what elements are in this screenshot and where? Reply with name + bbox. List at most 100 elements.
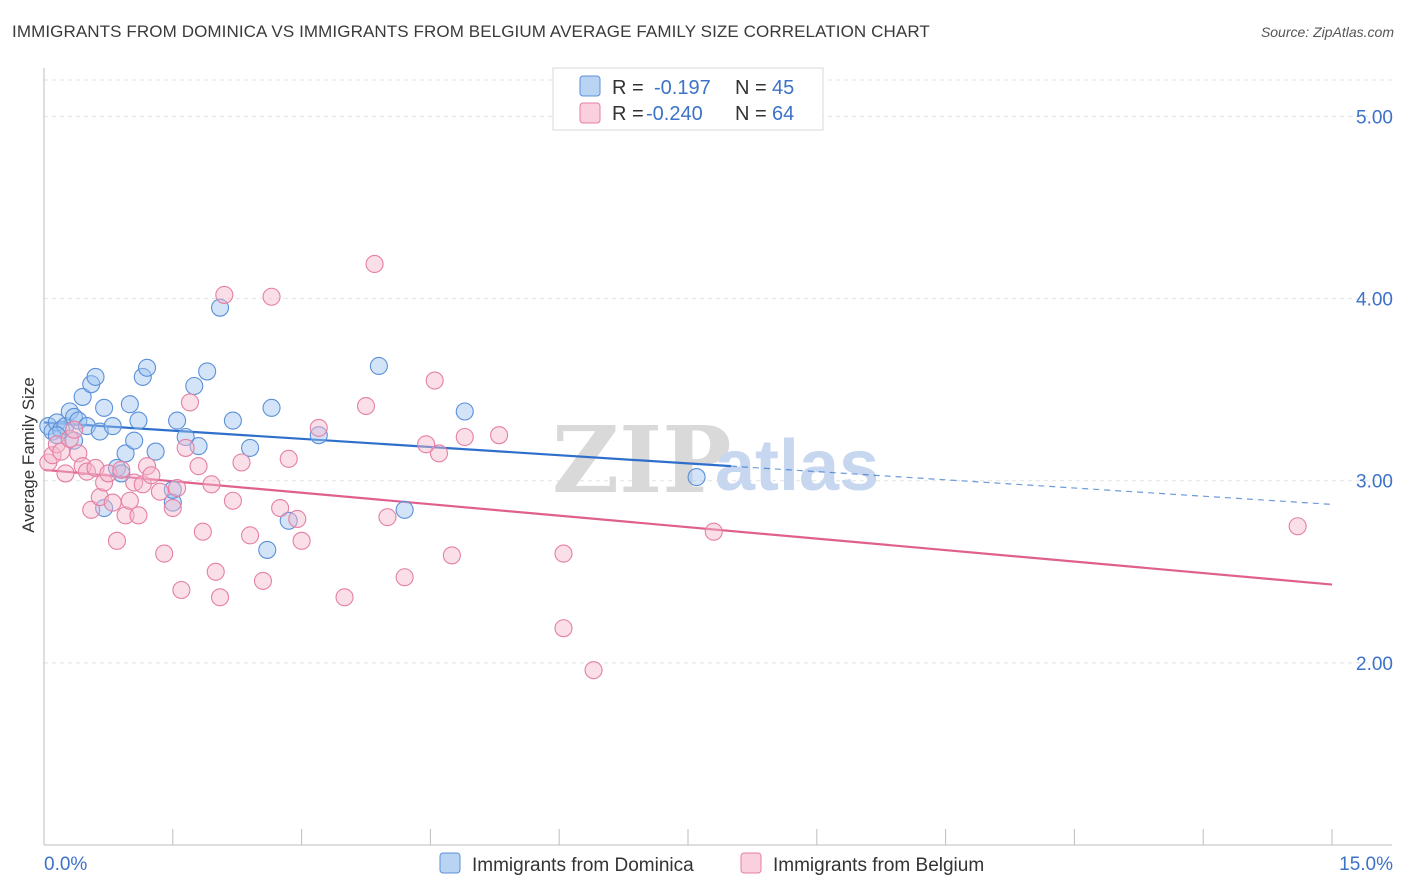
legend-n-label-2: N =	[735, 103, 767, 125]
point-dominica	[163, 493, 182, 512]
point-belgium	[253, 571, 273, 590]
y-tick-label: 5.00	[1356, 107, 1393, 128]
bottom-legend: Immigrants from Dominica Immigrants from…	[439, 852, 984, 876]
point-dominica	[198, 362, 217, 381]
y-tick-label: 4.00	[1356, 290, 1393, 311]
point-belgium	[288, 509, 307, 529]
point-belgium	[395, 568, 414, 587]
y-tick-label: 3.00	[1356, 472, 1393, 493]
legend-swatch-belgium	[579, 102, 601, 124]
x-tick-label: 15.0%	[1339, 854, 1393, 875]
point-belgium	[137, 457, 157, 476]
point-belgium	[271, 498, 290, 518]
point-belgium	[95, 473, 114, 492]
point-dominica	[369, 356, 388, 376]
point-dominica	[95, 398, 114, 417]
point-dominica	[262, 398, 281, 417]
point-belgium	[206, 562, 225, 581]
bottom-legend-swatch-belgium	[740, 852, 762, 874]
point-belgium	[429, 444, 449, 463]
point-dominica	[395, 500, 414, 519]
watermark-atlas: atlas	[715, 426, 879, 506]
point-belgium	[442, 546, 461, 565]
chart-title: IMMIGRANTS FROM DOMINICA VS IMMIGRANTS F…	[12, 22, 930, 41]
point-belgium	[142, 466, 161, 485]
legend-n-value-2: 64	[772, 103, 794, 125]
point-belgium	[241, 526, 260, 545]
point-belgium	[210, 588, 230, 607]
point-dominica	[168, 411, 187, 430]
point-belgium	[704, 522, 723, 541]
bottom-legend-label-dominica: Immigrants from Dominica	[472, 855, 694, 876]
trend-line-dominica	[43, 421, 732, 468]
point-belgium	[189, 457, 208, 476]
data-points	[39, 254, 1307, 680]
point-belgium	[193, 522, 212, 541]
point-dominica	[133, 367, 152, 386]
point-dominica	[687, 468, 706, 487]
point-belgium	[82, 500, 101, 519]
point-belgium	[223, 491, 242, 510]
point-belgium	[378, 508, 397, 527]
trend-line-dominica-extension	[730, 465, 1333, 505]
point-dominica	[258, 540, 277, 559]
point-belgium	[56, 464, 75, 483]
point-dominica	[185, 376, 204, 396]
trend-line-belgium	[43, 468, 1333, 586]
point-belgium	[65, 420, 84, 439]
legend-swatch-dominica	[579, 75, 601, 97]
point-dominica	[137, 358, 157, 377]
point-dominica	[241, 438, 260, 457]
point-belgium	[335, 588, 354, 607]
point-belgium	[365, 254, 384, 274]
point-belgium	[232, 453, 251, 472]
legend-r-label-1: R =	[612, 77, 644, 99]
point-dominica	[120, 395, 139, 414]
point-belgium	[554, 544, 573, 563]
point-belgium	[180, 393, 200, 412]
point-belgium	[356, 396, 376, 416]
point-belgium	[120, 491, 139, 510]
point-belgium	[129, 506, 148, 525]
point-dominica	[176, 427, 195, 447]
legend-box: R = -0.197 N = 45 R = -0.240 N = 64	[552, 67, 824, 131]
point-belgium	[425, 371, 444, 390]
point-belgium	[292, 531, 311, 550]
x-tick-label: 0.0%	[44, 854, 87, 875]
point-dominica	[69, 411, 88, 430]
point-belgium	[116, 506, 135, 525]
bottom-legend-swatch-dominica	[439, 852, 461, 874]
gridlines	[44, 79, 1392, 664]
tick-labels: 2.00 3.00 4.00 5.00 0.0% 15.0%	[44, 107, 1393, 875]
point-belgium	[584, 661, 603, 680]
point-belgium	[107, 531, 127, 550]
point-belgium	[554, 619, 573, 638]
point-belgium	[1288, 517, 1307, 536]
point-belgium	[168, 478, 187, 498]
point-belgium	[176, 438, 195, 457]
point-belgium	[112, 460, 131, 479]
legend-r-label-2: R =	[612, 103, 644, 125]
point-dominica	[73, 387, 92, 406]
legend-n-label-1: N =	[735, 77, 767, 99]
point-dominica	[455, 402, 474, 421]
trend-lines	[43, 421, 1333, 586]
legend-r-value-2: -0.240	[646, 103, 703, 125]
point-dominica	[223, 411, 242, 430]
point-dominica	[129, 411, 148, 430]
point-belgium	[163, 498, 182, 518]
watermark: ZIP atlas	[552, 406, 879, 514]
source-label: Source: ZipAtlas.com	[1260, 24, 1394, 40]
legend-n-value-1: 45	[772, 77, 794, 99]
point-belgium	[262, 287, 281, 306]
point-dominica	[146, 442, 165, 461]
point-belgium	[172, 580, 191, 600]
bottom-legend-label-belgium: Immigrants from Belgium	[773, 855, 984, 876]
point-dominica	[103, 417, 122, 436]
point-dominica	[125, 431, 144, 450]
point-belgium	[150, 482, 169, 501]
point-belgium	[490, 426, 509, 445]
point-belgium	[279, 449, 298, 468]
point-belgium	[202, 475, 221, 494]
